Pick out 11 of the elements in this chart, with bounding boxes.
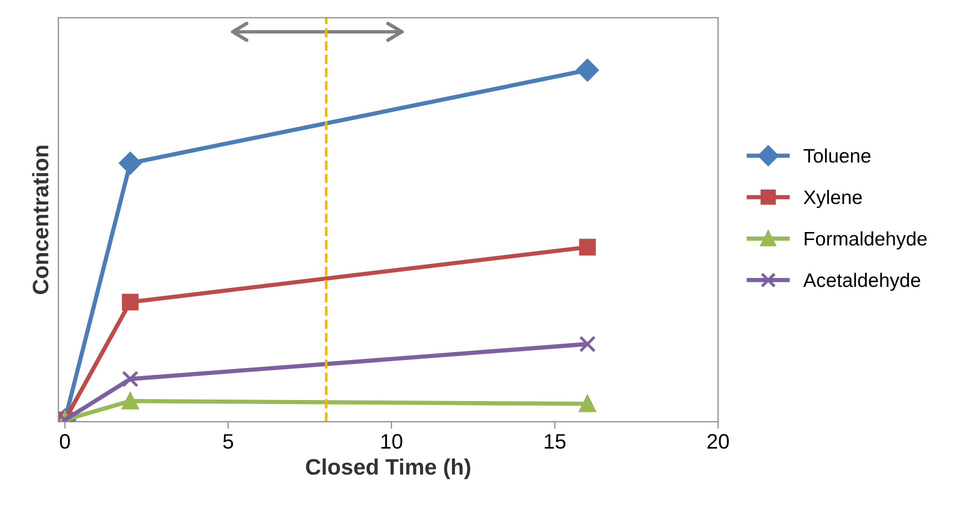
x-tick-label: 20 — [708, 434, 729, 449]
y-axis-title: Concentration — [32, 146, 48, 294]
legend-label: Acetaldehyde — [803, 272, 920, 291]
x-tick-label: 15 — [544, 434, 566, 449]
x-axis-title: Closed Time (h) — [306, 458, 470, 480]
legend-label: Xylene — [804, 190, 862, 208]
legend-label: Formaldehyde — [804, 231, 927, 250]
x-tick-label: 10 — [381, 434, 402, 449]
x-tick-label: 5 — [223, 434, 234, 449]
x-tick-label: 0 — [60, 434, 70, 449]
legend-label: Toluene — [804, 148, 870, 163]
